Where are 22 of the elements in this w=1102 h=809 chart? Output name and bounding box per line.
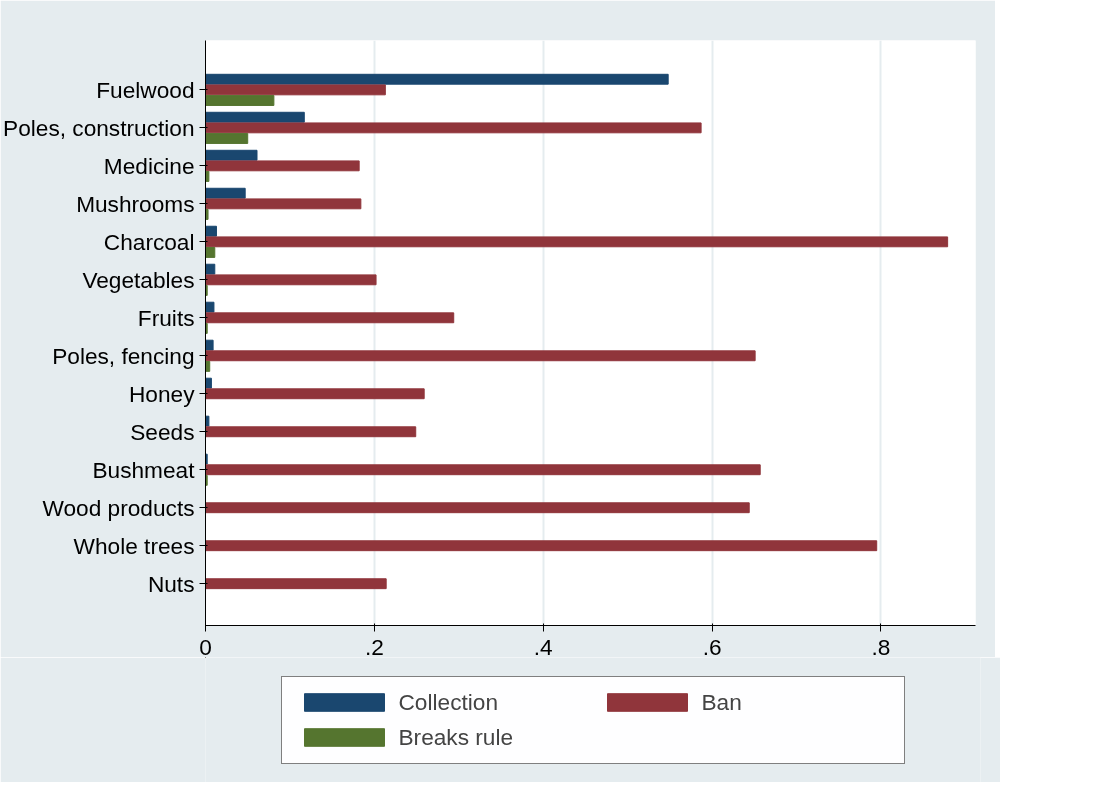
y-tick-label: Nuts [147,570,195,597]
y-tick-label: Bushmeat [92,456,196,483]
y-tick-label: Mushrooms [76,190,195,217]
y-tick-label: Fruits [137,304,195,331]
legend-label: Collection [398,688,499,716]
x-tick-label: .2 [364,633,384,660]
y-tick-label: Poles, construction [3,114,195,141]
legend-label: Breaks rule [398,723,515,751]
y-tick-label: Fuelwood [96,76,195,103]
y-tick-label: Seeds [130,418,195,445]
y-tick-label: Honey [129,380,196,407]
legend-label: Ban [701,688,743,716]
x-tick-label: .6 [702,633,722,660]
y-tick-label: Medicine [103,152,195,179]
y-tick-label: Whole trees [73,532,195,559]
x-tick-label: .4 [533,633,553,660]
x-tick-label: .8 [871,633,891,660]
y-tick-label: Wood products [42,494,195,521]
y-tick-label: Vegetables [82,266,195,293]
y-tick-label: Charcoal [103,228,195,255]
x-tick-label: 0 [199,633,212,660]
y-tick-label: Poles, fencing [52,342,195,369]
